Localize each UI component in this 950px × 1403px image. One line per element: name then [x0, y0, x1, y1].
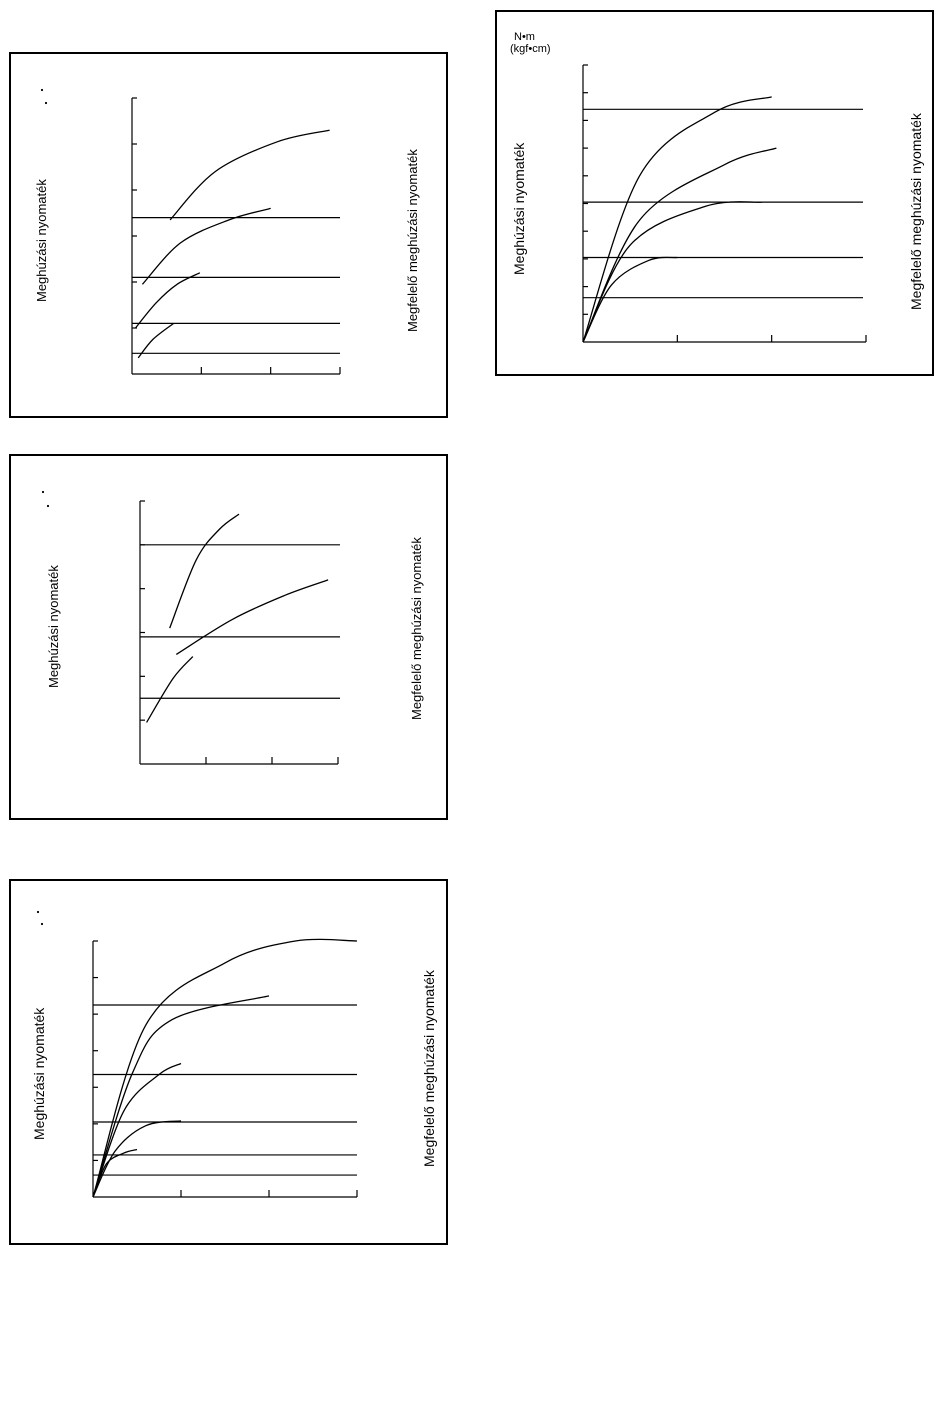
unit-label-top: N•m [514, 31, 535, 43]
dot-mark [40, 922, 44, 926]
torque-curve [582, 201, 763, 343]
dot-mark [41, 490, 45, 494]
y-axis-label: Meghúzási nyomaték [46, 565, 61, 688]
torque-curve [141, 207, 271, 285]
torque-curve [134, 272, 201, 329]
plot-area [582, 64, 867, 343]
torque-curve [92, 995, 270, 1198]
torque-curve [169, 513, 240, 629]
right-axis-label: Megfelelő meghúzási nyomaték [421, 969, 437, 1167]
torque-curve [92, 1120, 182, 1198]
y-axis-label: Meghúzási nyomaték [511, 142, 527, 275]
dot-mark [44, 101, 48, 105]
torque-curve [92, 1062, 182, 1198]
torque-curve [582, 96, 772, 343]
right-axis-label: Megfelelő meghúzási nyomaték [405, 149, 420, 332]
plot-area [92, 938, 358, 1198]
dot-mark [46, 504, 50, 508]
torque-curve [169, 129, 330, 221]
torque-curve [137, 322, 174, 359]
dot-mark [36, 910, 40, 914]
chart-panel-2: Meghúzási nyomaték Megfelelő meghúzási n… [9, 454, 448, 820]
chart-panel-1: Meghúzási nyomaték Megfelelő meghúzási n… [9, 52, 448, 418]
chart-panel-3: Meghúzási nyomaték Megfelelő meghúzási n… [9, 879, 448, 1245]
y-axis-label: Meghúzási nyomaték [31, 1007, 47, 1140]
torque-curve [582, 147, 777, 343]
y-axis-label: Meghúzási nyomaték [34, 179, 49, 302]
chart-4-svg: N•m (kgf•cm) Meghúzási nyomaték Megfelel… [510, 31, 924, 343]
plot-area [139, 500, 340, 765]
plot-area [131, 97, 341, 375]
chart-1-svg: Meghúzási nyomaték Megfelelő meghúzási n… [34, 88, 420, 375]
dot-mark [40, 88, 44, 92]
right-axis-label: Megfelelő meghúzási nyomaték [908, 112, 924, 310]
torque-curve [146, 656, 194, 723]
chart-2-svg: Meghúzási nyomaték Megfelelő meghúzási n… [41, 490, 424, 765]
torque-curve [175, 579, 329, 655]
chart-3-svg: Meghúzási nyomaték Megfelelő meghúzási n… [31, 910, 437, 1198]
torque-curve [582, 256, 678, 343]
right-axis-label: Megfelelő meghúzási nyomaték [409, 537, 424, 720]
torque-curve [92, 938, 358, 1198]
chart-panel-4: N•m (kgf•cm) Meghúzási nyomaték Megfelel… [495, 10, 934, 376]
unit-label-bottom: (kgf•cm) [510, 43, 551, 55]
